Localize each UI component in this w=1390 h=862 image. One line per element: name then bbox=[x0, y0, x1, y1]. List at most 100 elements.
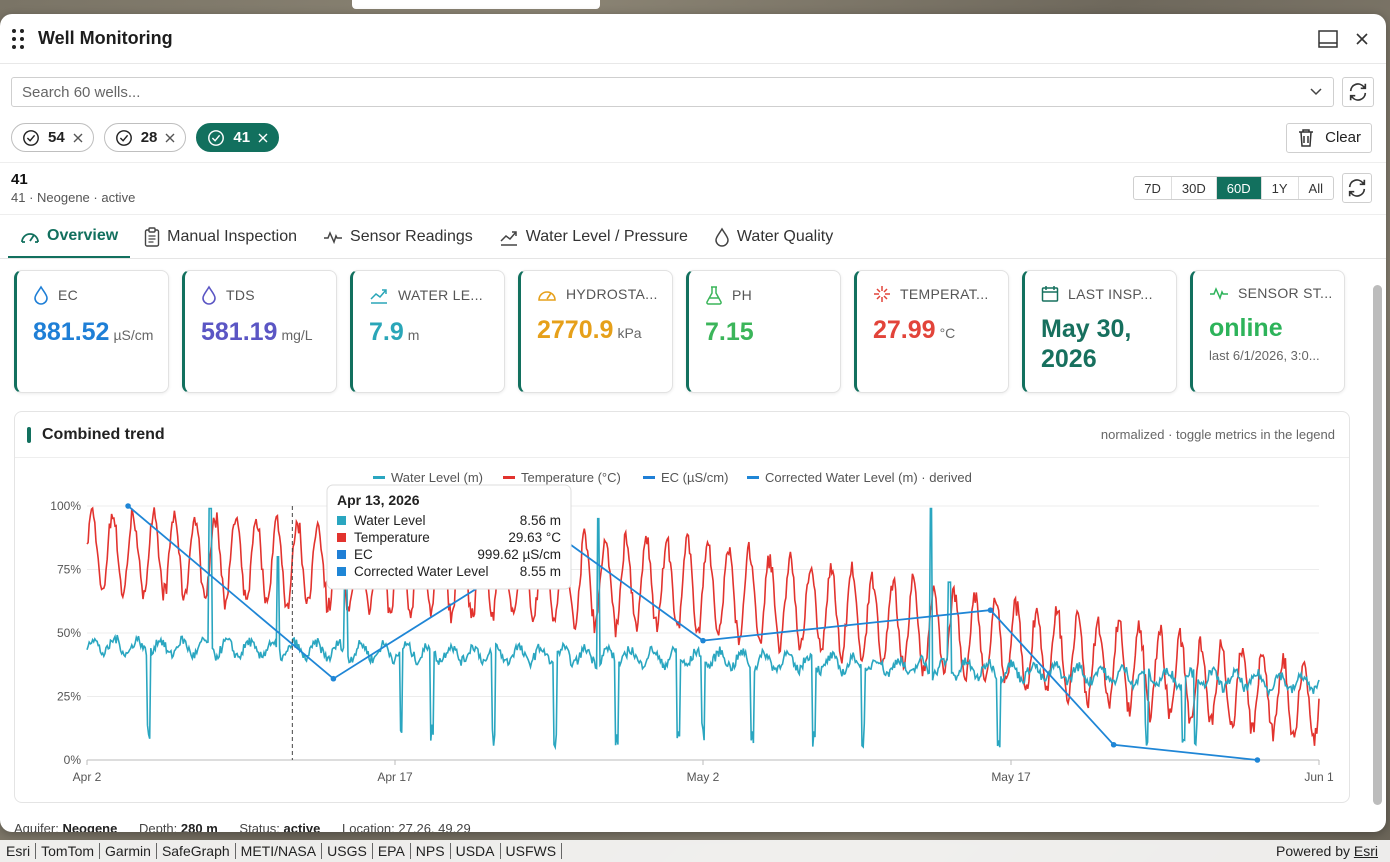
aquifer-label: Aquifer: bbox=[14, 821, 59, 832]
x-tick-label: May 17 bbox=[991, 770, 1031, 784]
metric-card-hydrostatic: HYDROSTA... 2770.9 kPa bbox=[518, 270, 673, 393]
attribution-item: USGS bbox=[322, 843, 373, 859]
metric-unit: µS/cm bbox=[113, 327, 154, 343]
legend-swatch bbox=[643, 476, 655, 479]
trash-icon bbox=[1299, 128, 1314, 147]
attribution-item: METI/NASA bbox=[236, 843, 323, 859]
close-icon bbox=[1356, 32, 1368, 45]
attribution-item: SafeGraph bbox=[157, 843, 236, 859]
check-circle-icon bbox=[115, 129, 132, 146]
calendar-icon bbox=[1041, 286, 1059, 302]
metric-unit: m bbox=[407, 327, 420, 343]
metric-card-water-level: WATER LE... 7.9 m bbox=[350, 270, 505, 393]
attribution-item: USFWS bbox=[501, 843, 563, 859]
powered-by-link[interactable]: Esri bbox=[1353, 843, 1378, 859]
tab-manual-inspection[interactable]: Manual Inspection bbox=[132, 215, 309, 258]
x-tick-label: Jun 1 bbox=[1304, 770, 1334, 784]
scrollbar-thumb[interactable] bbox=[1373, 285, 1382, 805]
metric-label: LAST INSP... bbox=[1068, 286, 1153, 302]
attribution-item: NPS bbox=[411, 843, 451, 859]
status-label: Status: bbox=[239, 821, 280, 832]
well-monitoring-panel: Well Monitoring 54 28 41 bbox=[0, 14, 1386, 832]
well-search-combobox[interactable] bbox=[11, 77, 1334, 107]
refresh-data-button[interactable] bbox=[1342, 173, 1372, 203]
x-tick-label: Apr 2 bbox=[73, 770, 102, 784]
metric-value: 27.99 bbox=[873, 316, 936, 344]
tooltip-series-value: 8.56 m bbox=[520, 513, 561, 528]
attribution-item: Garmin bbox=[100, 843, 157, 859]
tooltip-series-name: Water Level bbox=[354, 513, 426, 528]
metric-unit: mg/L bbox=[281, 327, 313, 343]
metric-label: SENSOR ST... bbox=[1238, 285, 1333, 301]
range-all[interactable]: All bbox=[1308, 180, 1323, 196]
content-scrollbar[interactable] bbox=[1372, 265, 1382, 812]
tab-overview[interactable]: Overview bbox=[8, 215, 131, 258]
clear-button[interactable]: Clear bbox=[1286, 122, 1372, 153]
range-30d[interactable]: 30D bbox=[1172, 177, 1217, 199]
chart-note: normalized · toggle metrics in the legen… bbox=[1100, 427, 1335, 442]
tab-sensor-readings[interactable]: Sensor Readings bbox=[311, 215, 485, 258]
well-chip[interactable]: 28 bbox=[103, 123, 187, 152]
combined-trend-chart[interactable]: 0% 25% 50% 75% 100% Apr 2 Apr 17 May 2 May 17 Jun… bbox=[15, 458, 1349, 802]
tooltip-series-value: 999.62 µS/cm bbox=[477, 547, 561, 562]
legend-item: EC (µS/cm) bbox=[661, 470, 728, 485]
drag-handle-icon[interactable] bbox=[12, 28, 26, 50]
clear-button-label: Clear bbox=[1325, 129, 1361, 146]
status-value: active bbox=[283, 821, 321, 832]
refresh-wells-button[interactable] bbox=[1342, 77, 1374, 107]
gauge-icon bbox=[21, 232, 39, 243]
well-chip-label: 41 bbox=[233, 129, 251, 146]
range-1y[interactable]: 1Y bbox=[1262, 177, 1299, 199]
well-chip-active[interactable]: 41 bbox=[196, 123, 280, 152]
metric-value: May 30, 2026 bbox=[1041, 315, 1132, 373]
corrected-water-level-point bbox=[125, 503, 131, 509]
metric-value: 881.52 bbox=[33, 318, 110, 346]
close-button[interactable] bbox=[1350, 27, 1374, 51]
powered-by-text: Powered by bbox=[1276, 843, 1350, 859]
x-tick-label: May 2 bbox=[687, 770, 720, 784]
metric-value: 2770.9 bbox=[537, 316, 614, 344]
attribution-item: Esri bbox=[1, 843, 37, 859]
search-row bbox=[0, 64, 1386, 112]
range-60d[interactable]: 60D bbox=[1216, 177, 1262, 199]
corrected-water-level-point bbox=[1254, 757, 1261, 763]
well-search-input[interactable] bbox=[22, 83, 1309, 101]
tab-water-level-pressure[interactable]: Water Level / Pressure bbox=[487, 215, 700, 258]
aquifer-value: Neogene bbox=[62, 821, 118, 832]
range-7d[interactable]: 7D bbox=[1134, 177, 1172, 199]
maximize-button[interactable] bbox=[1316, 27, 1340, 51]
y-tick-label: 0% bbox=[64, 753, 82, 767]
close-icon bbox=[165, 133, 175, 142]
location-value: 27.26, 49.29 bbox=[398, 821, 471, 832]
droplet-icon bbox=[34, 285, 48, 305]
metric-card-ph: PH 7.15 bbox=[686, 270, 841, 393]
clipboard-icon bbox=[144, 226, 160, 247]
corrected-water-level-point bbox=[700, 637, 706, 644]
close-icon bbox=[73, 133, 83, 142]
gauge-icon bbox=[538, 291, 556, 301]
metric-value: 581.19 bbox=[201, 318, 278, 346]
refresh-icon bbox=[1349, 83, 1367, 101]
tooltip-swatch bbox=[337, 516, 346, 525]
refresh-icon bbox=[1348, 179, 1366, 197]
map-attribution: Esri TomTom Garmin SafeGraph METI/NASA U… bbox=[0, 840, 1390, 862]
trend-icon bbox=[500, 230, 517, 246]
attribution-item: TomTom bbox=[36, 843, 101, 859]
maximize-icon bbox=[1318, 29, 1338, 48]
well-subtitle: 41 · Neogene · active bbox=[11, 190, 136, 205]
tab-bar: Overview Manual Inspection Sensor Readin… bbox=[0, 215, 1386, 259]
tab-label: Sensor Readings bbox=[350, 227, 473, 245]
y-tick-label: 75% bbox=[57, 563, 81, 577]
legend-swatch bbox=[503, 476, 515, 479]
droplet-icon bbox=[715, 227, 729, 247]
panel-header: Well Monitoring bbox=[0, 14, 1386, 64]
corrected-water-level-point bbox=[1110, 741, 1117, 748]
tab-water-quality[interactable]: Water Quality bbox=[702, 215, 845, 258]
tab-label: Water Level / Pressure bbox=[525, 227, 688, 245]
well-chip[interactable]: 54 bbox=[11, 123, 94, 152]
metric-label: HYDROSTA... bbox=[566, 286, 658, 302]
tooltip-swatch bbox=[337, 533, 346, 542]
corrected-water-level-point bbox=[330, 675, 337, 682]
metric-label: PH bbox=[732, 287, 753, 303]
metric-card-sensor-status: SENSOR ST... online last 6/1/2026, 3:0..… bbox=[1190, 270, 1345, 393]
